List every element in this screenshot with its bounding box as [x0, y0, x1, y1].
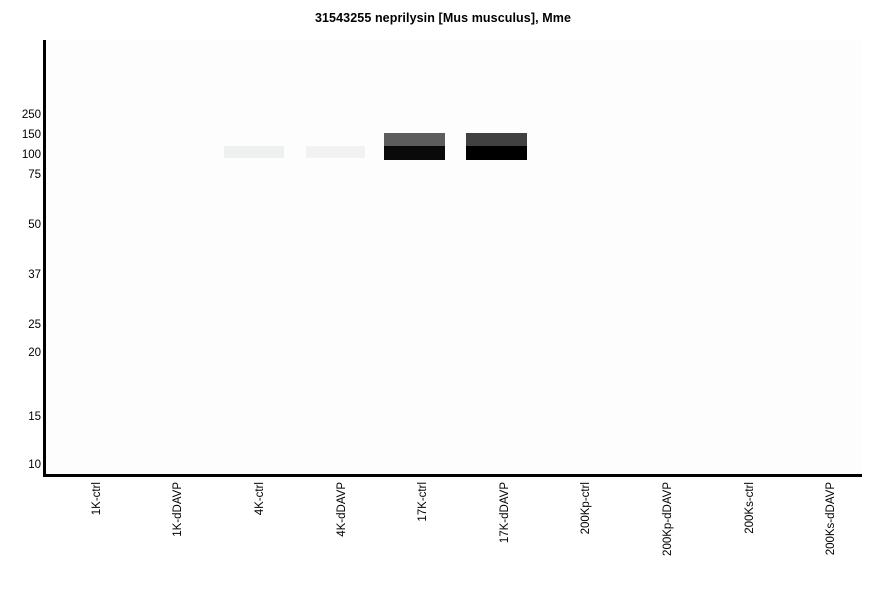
x-axis-tick-label: 200Kp-ctrl [580, 482, 593, 535]
x-axis-tick-label: 200Ks-ctrl [743, 482, 756, 534]
gel-band-segment [466, 146, 527, 160]
x-axis-line [43, 474, 862, 477]
plot-area [46, 40, 862, 474]
x-axis-tick-label: 200Kp-dDAVP [662, 482, 674, 556]
x-axis-tick-label: 17K-dDAVP [498, 482, 511, 544]
x-axis-tick-label: 4K-dDAVP [335, 482, 348, 537]
gel-band-segment [466, 133, 527, 146]
gel-band [466, 133, 527, 160]
page-title: 31543255 neprilysin [Mus musculus], Mme [314, 11, 572, 25]
x-axis-tick-label: 17K-ctrl [417, 482, 430, 522]
y-axis-tick-labels: 250 150 100 75 50 37 25 20 15 10 [0, 0, 41, 595]
y-axis-tick-label: 20 [28, 347, 41, 359]
x-axis-tick-label: 4K-ctrl [254, 482, 266, 516]
x-axis-tick-label: 1K-ctrl [90, 482, 103, 516]
y-axis-tick-label: 10 [28, 459, 41, 471]
y-axis-tick-label: 250 [21, 109, 41, 121]
gel-band-segment [224, 146, 284, 158]
y-axis-tick-label: 15 [28, 411, 41, 423]
gel-band-segment [384, 133, 445, 146]
gel-band [305, 146, 366, 158]
x-axis-tick-label: 1K-dDAVP [172, 482, 185, 537]
gel-band-segment [384, 146, 445, 160]
y-axis-tick-label: 100 [21, 149, 41, 161]
gel-band-segment [305, 146, 366, 158]
y-axis-tick-label: 37 [28, 269, 41, 281]
x-axis-tick-label: 200Ks-dDAVP [825, 482, 838, 556]
gel-band [224, 146, 284, 158]
gel-band [384, 133, 445, 160]
y-axis-line [43, 40, 46, 477]
y-axis-tick-label: 150 [21, 129, 41, 141]
y-axis-tick-label: 25 [28, 319, 41, 331]
y-axis-tick-label: 50 [28, 219, 41, 231]
y-axis-tick-label: 75 [28, 169, 41, 181]
